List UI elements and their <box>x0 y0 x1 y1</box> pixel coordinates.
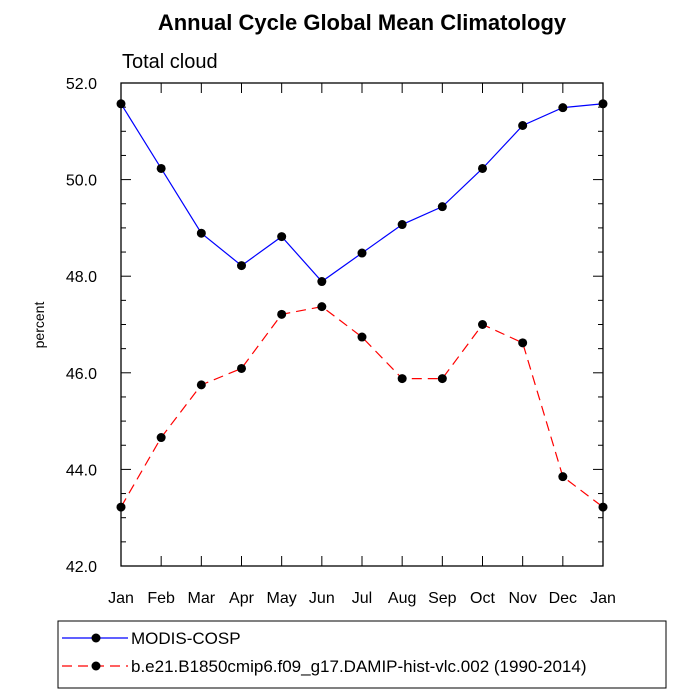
data-point <box>397 374 407 384</box>
data-point <box>237 363 246 373</box>
series-group <box>116 99 608 512</box>
legend: MODIS-COSP b.e21.B1850cmip6.f09_g17.DAMIP… <box>57 620 667 689</box>
legend-label: MODIS-COSP <box>131 629 241 648</box>
x-tick-label: Aug <box>388 590 416 607</box>
y-tick-labels: 42.0 44.0 46.0 48.0 50.0 52.0 <box>66 76 97 576</box>
x-tick-label: Jan <box>108 590 134 607</box>
data-point <box>317 302 327 312</box>
y-axis-label: percent <box>31 302 47 349</box>
x-tick-labels: Jan Feb Mar Apr May Jun Jul Aug Sep Oct Nov Dec Jan <box>108 590 616 607</box>
data-point <box>196 228 206 238</box>
data-point <box>357 332 367 342</box>
x-tick-label: Jul <box>352 590 372 607</box>
legend-item-1: MODIS-COSP <box>62 629 241 648</box>
data-point <box>518 338 528 348</box>
x-tick-label: Feb <box>147 590 175 607</box>
data-point <box>558 103 568 113</box>
x-tick-label: May <box>267 590 297 607</box>
y-tick-label: 48.0 <box>66 269 97 286</box>
data-point <box>357 248 367 258</box>
data-point <box>437 202 447 212</box>
chart-title: Annual Cycle Global Mean Climatology <box>158 10 567 35</box>
data-point <box>397 220 407 230</box>
data-point <box>237 261 246 271</box>
y-tick-label: 44.0 <box>66 462 97 479</box>
data-point <box>558 472 568 482</box>
plot-frame <box>120 82 604 567</box>
x-tick-label: Dec <box>549 590 577 607</box>
x-tick-label: Sep <box>428 590 457 607</box>
data-point <box>116 502 126 512</box>
legend-swatch-marker <box>91 661 101 671</box>
x-tick-label: Oct <box>470 590 495 607</box>
series-2 <box>116 302 608 512</box>
data-point <box>196 380 206 390</box>
data-point <box>518 121 528 131</box>
legend-label: b.e21.B1850cmip6.f09_g17.DAMIP-hist-vlc.… <box>131 657 587 676</box>
data-point <box>277 309 287 319</box>
legend-box <box>57 620 667 689</box>
data-point <box>156 163 166 173</box>
x-tick-label: Jan <box>590 590 616 607</box>
chart-subtitle: Total cloud <box>122 51 218 73</box>
legend-swatch-marker <box>91 633 101 643</box>
data-point <box>598 99 608 109</box>
data-point <box>116 99 126 109</box>
y-tick-label: 42.0 <box>66 559 97 576</box>
x-tick-label: Mar <box>188 590 216 607</box>
x-tick-label: Jun <box>309 590 335 607</box>
data-point <box>478 320 487 329</box>
data-point <box>277 232 287 242</box>
axes <box>120 82 604 567</box>
y-tick-label: 50.0 <box>66 173 97 190</box>
data-point <box>317 277 327 287</box>
data-point <box>478 163 487 173</box>
y-tick-label: 46.0 <box>66 366 97 383</box>
x-tick-label: Nov <box>508 590 536 607</box>
data-point <box>156 433 166 443</box>
data-point <box>437 374 447 384</box>
y-tick-label: 52.0 <box>66 76 97 93</box>
legend-item-2: b.e21.B1850cmip6.f09_g17.DAMIP-hist-vlc.… <box>62 657 587 676</box>
x-tick-label: Apr <box>229 590 255 607</box>
series-1 <box>116 99 608 287</box>
data-point <box>598 502 608 512</box>
